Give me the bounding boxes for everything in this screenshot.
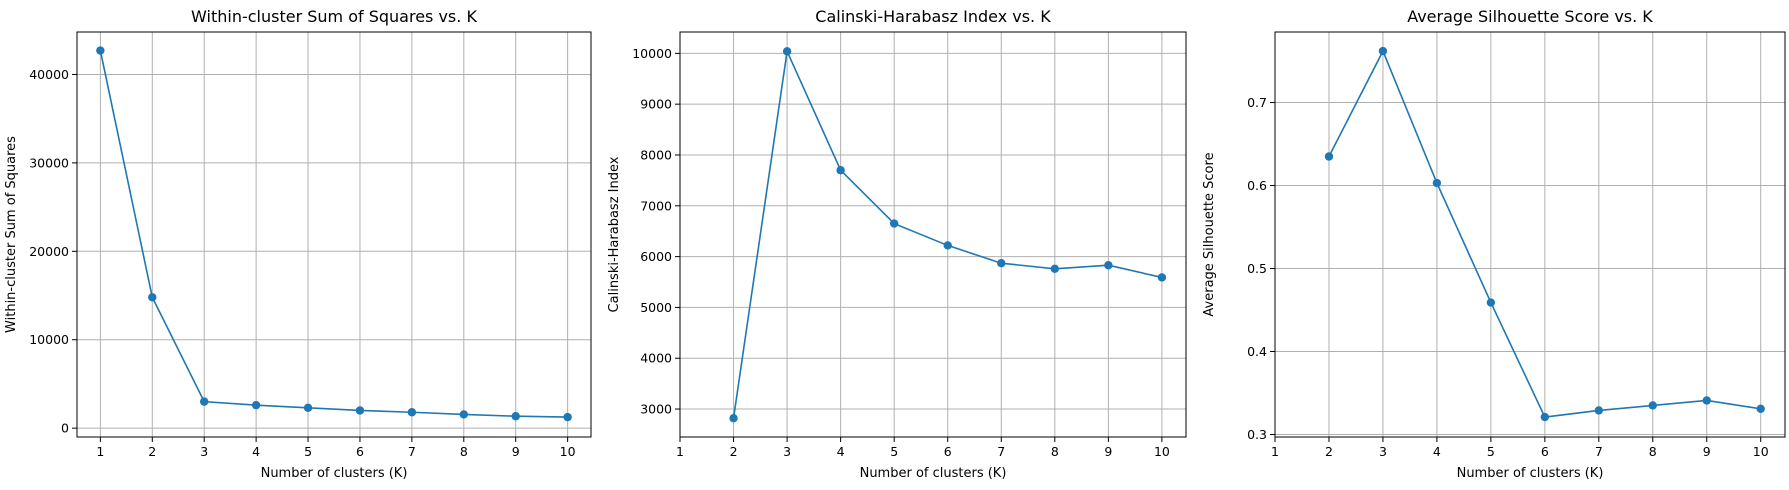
chart-title: Average Silhouette Score vs. K xyxy=(1407,7,1653,26)
y-tick-label: 0.4 xyxy=(1247,344,1267,359)
data-point xyxy=(200,397,209,406)
y-axis-label: Calinski-Harabasz Index xyxy=(607,156,622,312)
chart-title: Calinski-Harabasz Index vs. K xyxy=(815,7,1051,26)
x-tick-label: 8 xyxy=(1051,444,1059,459)
x-tick-label: 4 xyxy=(252,444,260,459)
data-point xyxy=(407,408,417,417)
x-tick-label: 9 xyxy=(512,444,520,459)
y-tick-label: 0.7 xyxy=(1247,95,1267,110)
plot-frame xyxy=(679,31,1187,438)
data-point xyxy=(1702,396,1711,405)
x-axis-label: Number of clusters (K) xyxy=(261,466,408,481)
y-tick-label: 10000 xyxy=(632,46,672,61)
x-tick-label: 6 xyxy=(944,444,952,459)
chart-panel-2: 1 2 3 4 5 6 7 8 9 10 3000 4000 5000 6000 7000 8000 9000 1… xyxy=(607,7,1187,481)
y-tick-label: 6000 xyxy=(640,249,672,264)
data-point xyxy=(1050,264,1060,274)
data-point xyxy=(96,46,105,55)
data-point xyxy=(782,47,792,56)
y-tick-label: 0 xyxy=(61,421,69,436)
data-point xyxy=(1324,152,1334,161)
y-tick-label: 4000 xyxy=(640,351,672,366)
x-axis-label: Number of clusters (K) xyxy=(860,466,1007,481)
data-point xyxy=(355,406,365,415)
x-tick-label: 8 xyxy=(460,444,468,459)
x-tick-label: 8 xyxy=(1649,444,1657,459)
data-point xyxy=(1486,298,1496,307)
series-line xyxy=(99,50,568,418)
data-point xyxy=(1157,273,1167,282)
y-tick-label: 30000 xyxy=(29,155,69,170)
y-tick-label: 0.6 xyxy=(1247,178,1267,193)
x-tick-label: 5 xyxy=(890,444,898,459)
x-tick-label: 7 xyxy=(997,444,1005,459)
x-tick-label: 7 xyxy=(408,444,416,459)
data-point xyxy=(836,166,845,175)
x-tick-label: 7 xyxy=(1595,444,1603,459)
chart-title: Within-cluster Sum of Squares vs. K xyxy=(191,7,477,26)
x-tick-label: 10 xyxy=(560,444,576,459)
x-tick-label: 6 xyxy=(1541,444,1549,459)
x-tick-label: 9 xyxy=(1703,444,1711,459)
data-point xyxy=(729,413,738,423)
x-tick-label: 5 xyxy=(1487,444,1495,459)
plot-frame xyxy=(1274,31,1786,438)
x-tick-label: 1 xyxy=(96,444,104,459)
data-point xyxy=(889,219,899,228)
data-point xyxy=(1594,406,1604,415)
x-tick-label: 10 xyxy=(1753,444,1769,459)
data-point xyxy=(943,241,952,250)
data-point xyxy=(1540,412,1550,422)
x-tick-label: 1 xyxy=(676,444,684,459)
y-tick-label: 3000 xyxy=(640,402,672,417)
x-tick-label: 9 xyxy=(1104,444,1112,459)
x-tick-label: 2 xyxy=(1325,444,1333,459)
y-tick-label: 8000 xyxy=(640,147,672,162)
data-point xyxy=(1432,178,1442,188)
x-tick-label: 3 xyxy=(1379,444,1387,459)
y-tick-label: 0.5 xyxy=(1247,261,1267,276)
data-point xyxy=(563,412,572,422)
y-tick-label: 40000 xyxy=(29,67,69,82)
x-tick-label: 10 xyxy=(1154,444,1170,459)
x-tick-label: 3 xyxy=(783,444,791,459)
x-tick-label: 4 xyxy=(837,444,845,459)
y-tick-label: 0.3 xyxy=(1247,427,1267,442)
y-tick-label: 9000 xyxy=(640,97,672,112)
x-tick-label: 1 xyxy=(1271,444,1279,459)
chart-panel-3: 1 2 3 4 5 6 7 8 9 10 0.3 0.4 0.5 0.6 0.7 Average Silhou… xyxy=(1202,7,1786,481)
x-tick-label: 2 xyxy=(148,444,156,459)
data-point xyxy=(303,403,313,413)
data-point xyxy=(459,410,468,419)
plot-frame xyxy=(76,31,592,438)
data-point xyxy=(1648,401,1657,410)
data-point xyxy=(1378,46,1388,56)
x-axis-label: Number of clusters (K) xyxy=(1457,466,1604,481)
data-point xyxy=(997,259,1006,268)
x-tick-label: 2 xyxy=(730,444,738,459)
y-axis-label: Within-cluster Sum of Squares xyxy=(4,136,19,333)
y-tick-label: 10000 xyxy=(29,332,69,347)
x-tick-label: 6 xyxy=(356,444,364,459)
x-tick-label: 4 xyxy=(1433,444,1441,459)
y-tick-label: 20000 xyxy=(29,244,69,259)
data-point xyxy=(148,293,157,302)
data-point xyxy=(251,400,261,410)
y-tick-label: 7000 xyxy=(640,198,672,213)
y-tick-label: 5000 xyxy=(640,300,672,315)
y-axis-label: Average Silhouette Score xyxy=(1202,152,1217,316)
chart-panel-1: 1 2 3 4 5 6 7 8 9 10 0 10000 20000 30000 40000 Within-c… xyxy=(4,7,592,481)
data-point xyxy=(1756,404,1765,413)
x-tick-label: 3 xyxy=(200,444,208,459)
data-point xyxy=(1104,261,1113,270)
x-tick-label: 5 xyxy=(304,444,312,459)
data-point xyxy=(511,412,520,421)
